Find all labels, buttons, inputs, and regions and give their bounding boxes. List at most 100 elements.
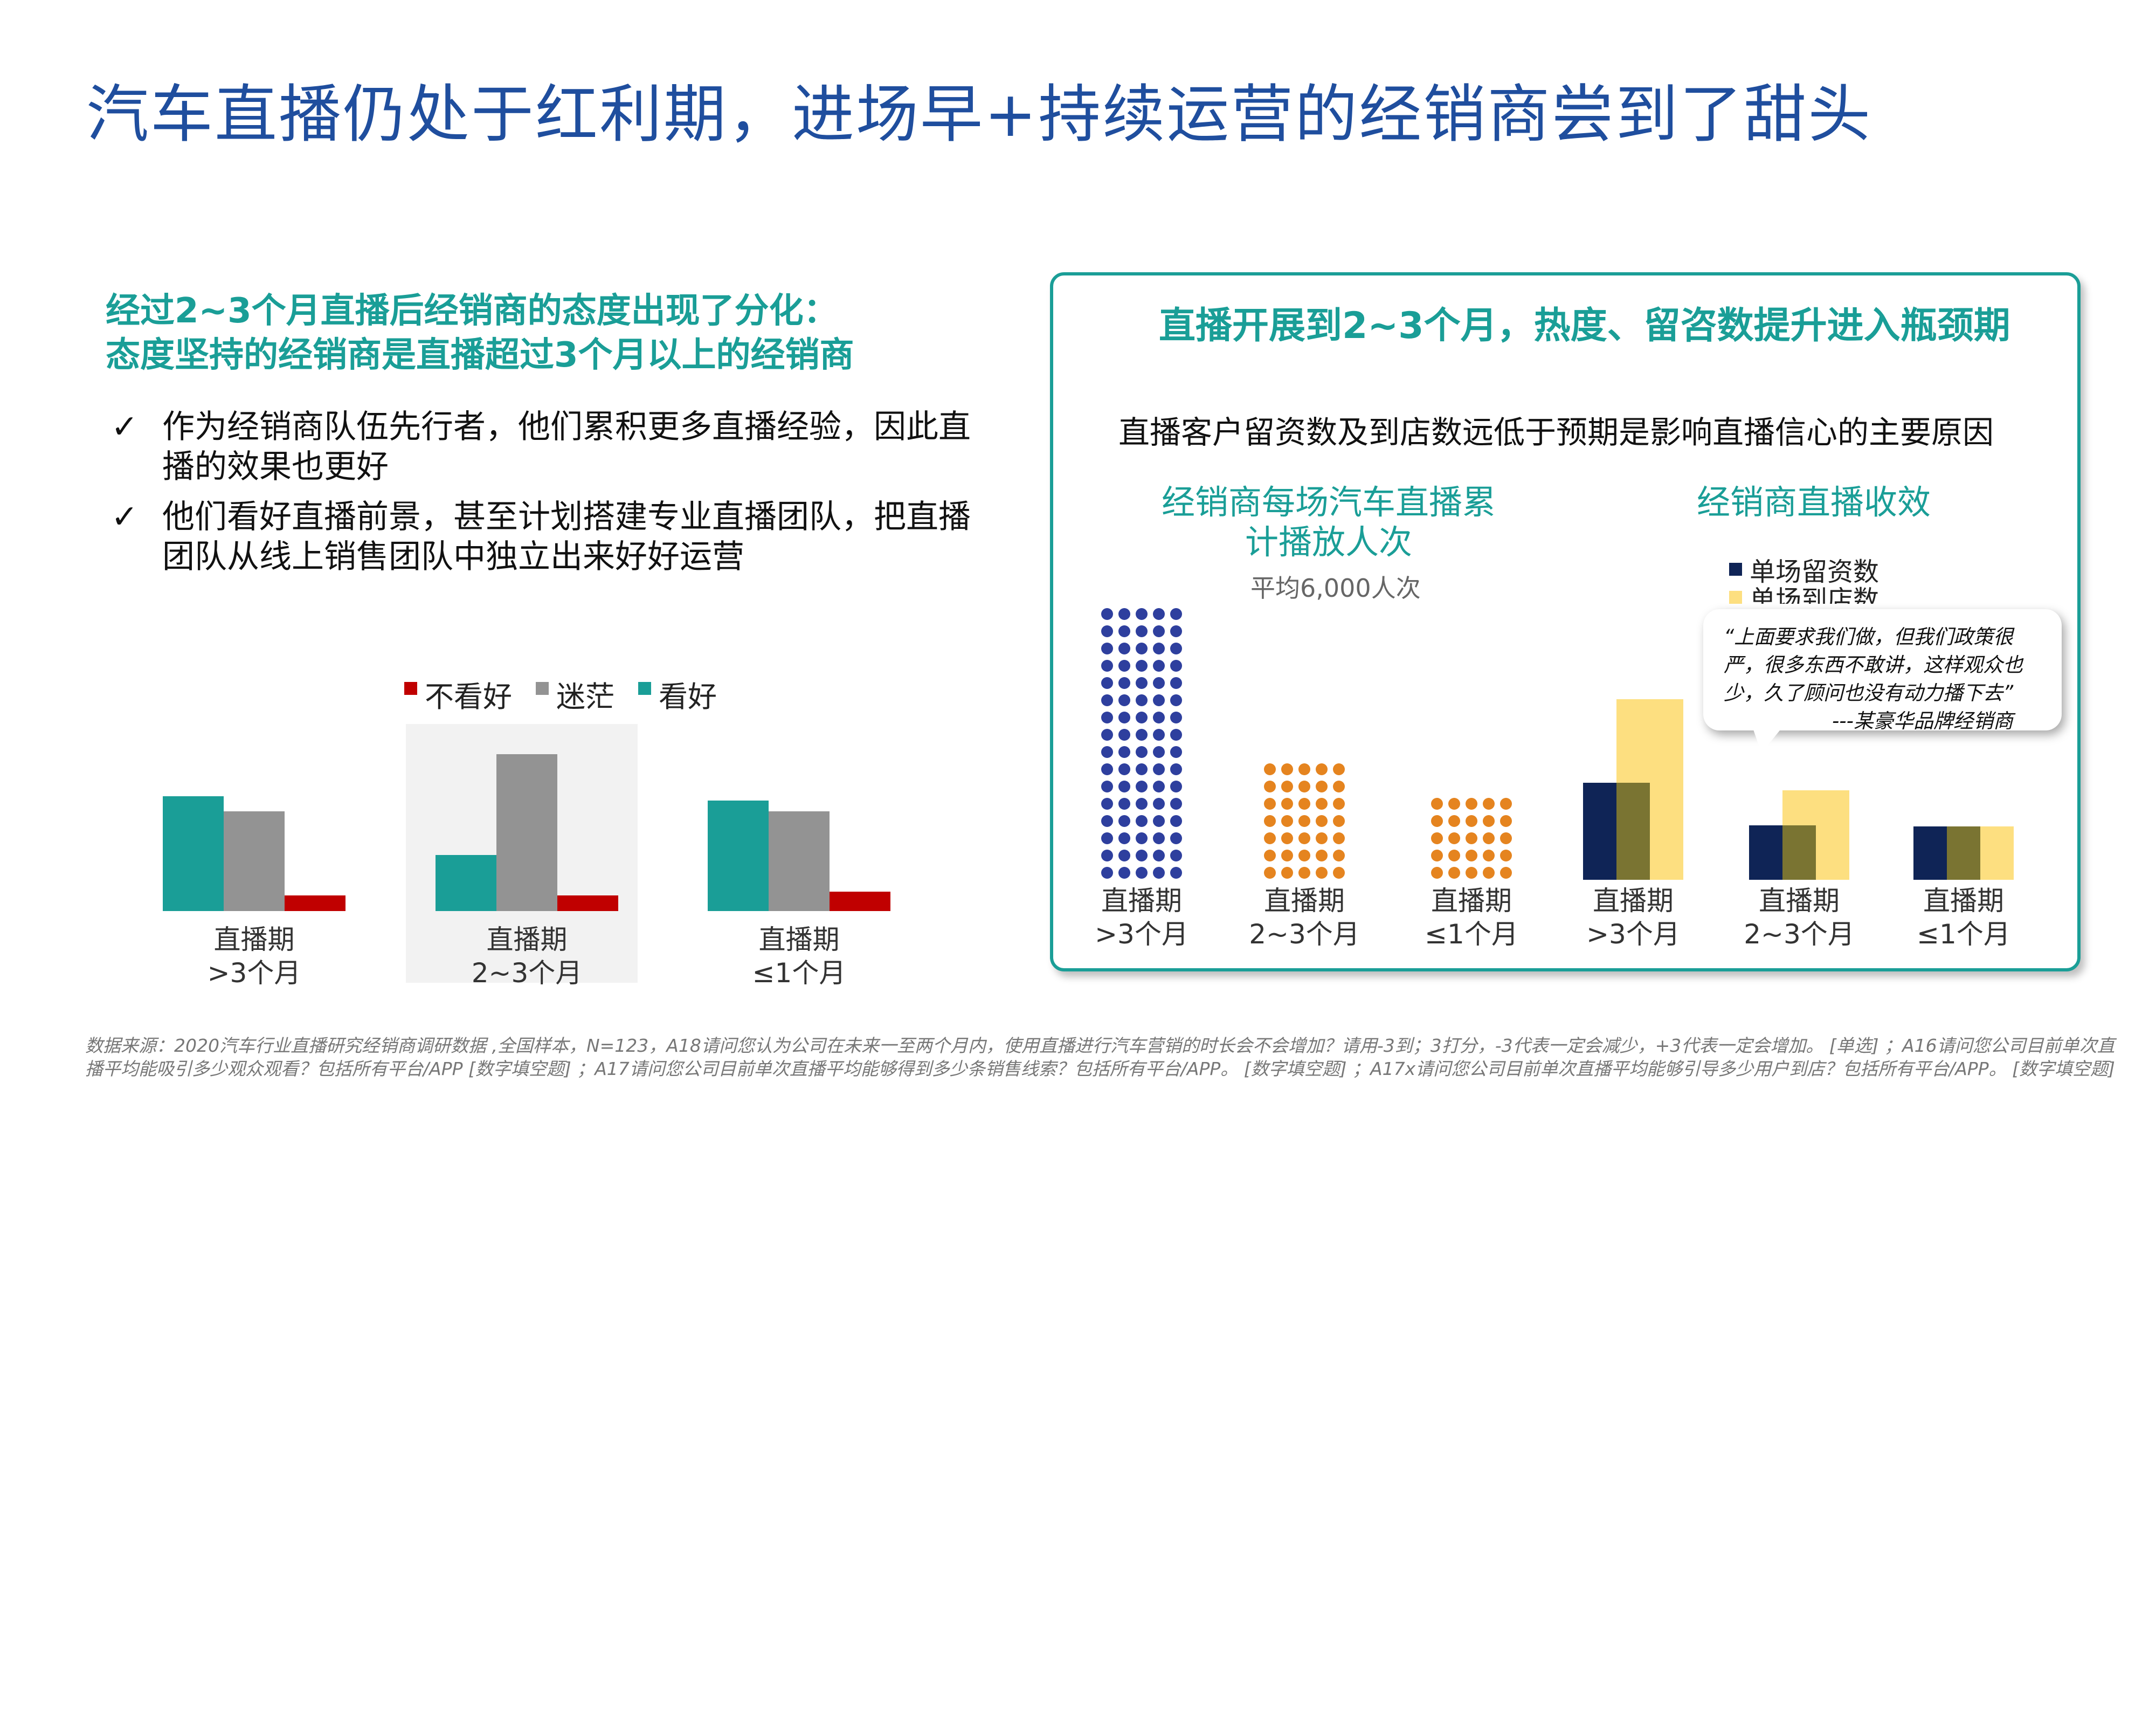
view-dot xyxy=(1170,815,1182,827)
view-dot xyxy=(1281,832,1293,844)
view-dot xyxy=(1170,729,1182,741)
view-dot xyxy=(1118,798,1130,810)
results-chart-title: 经销商直播收效 xyxy=(1696,482,1931,522)
view-dot xyxy=(1316,815,1328,827)
view-dot xyxy=(1118,677,1130,689)
view-dot xyxy=(1118,694,1130,706)
view-dot xyxy=(1153,729,1165,741)
view-dot xyxy=(1170,608,1182,620)
view-dot xyxy=(1101,712,1113,723)
view-dot xyxy=(1101,850,1113,861)
view-dot xyxy=(1136,815,1148,827)
view-dot xyxy=(1298,781,1310,792)
panel-title: 直播开展到2~3个月，热度、留咨数提升进入瓶颈期 xyxy=(1159,305,2010,347)
quote-source: ---某豪华品牌经销商 xyxy=(1832,709,2013,733)
bullet-text: 他们看好直播前景，甚至计划搭建专业直播团队，把直播团队从线上销售团队中独立出来好… xyxy=(162,498,971,576)
view-dot xyxy=(1101,643,1113,654)
view-dot xyxy=(1448,867,1460,879)
view-dot xyxy=(1153,608,1165,620)
view-dot xyxy=(1333,867,1345,879)
view-dot xyxy=(1316,850,1328,861)
view-dot xyxy=(1170,746,1182,758)
data-source-footnote: 数据来源：2020汽车行业直播研究经销商调研数据 ,全国样本，N=123，A18… xyxy=(85,1035,2115,1079)
view-dot xyxy=(1483,867,1495,879)
view-dot xyxy=(1101,798,1113,810)
view-dot xyxy=(1101,660,1113,672)
view-dot xyxy=(1136,712,1148,723)
view-dot xyxy=(1170,643,1182,654)
view-dot xyxy=(1153,677,1165,689)
view-dot xyxy=(1101,729,1113,741)
bar-overlap xyxy=(1947,826,1980,880)
view-dot xyxy=(1153,815,1165,827)
category-label: 直播期 ≤1个月 xyxy=(1917,885,2010,950)
legend-item: 看好 xyxy=(638,673,717,715)
view-dot xyxy=(1483,798,1495,810)
legend-label: 不看好 xyxy=(425,680,512,714)
views-pictogram-chart: 直播期 >3个月 直播期 2~3个月 直播期 ≤1个月 xyxy=(1095,608,1518,950)
view-dot xyxy=(1153,763,1165,775)
legend-item: 单场留资数 xyxy=(1729,555,1955,587)
view-dot xyxy=(1153,781,1165,792)
view-dot xyxy=(1118,643,1130,654)
legend-label: 看好 xyxy=(659,680,717,714)
view-dot xyxy=(1281,850,1293,861)
legend-label: 迷茫 xyxy=(556,680,614,714)
legend-item: 不看好 xyxy=(404,673,512,715)
bar-overlap xyxy=(1616,783,1650,880)
view-dot xyxy=(1333,798,1345,810)
view-dot xyxy=(1316,832,1328,844)
attitude-chart: 不看好 迷茫 看好 xyxy=(404,680,1267,1717)
view-dot xyxy=(1101,625,1113,637)
view-dot xyxy=(1298,832,1310,844)
view-dot xyxy=(1170,867,1182,879)
view-dot xyxy=(1153,625,1165,637)
view-dot xyxy=(1448,798,1460,810)
view-dot xyxy=(1316,763,1328,775)
view-dot xyxy=(1136,798,1148,810)
view-dot xyxy=(1136,660,1148,672)
view-dot xyxy=(1136,729,1148,741)
view-dot xyxy=(1153,850,1165,861)
view-dot xyxy=(1101,608,1113,620)
view-dot xyxy=(1136,746,1148,758)
panel-subtitle: 直播客户留资数及到店数远低于预期是影响直播信心的主要原因 xyxy=(1118,414,1994,451)
view-dot xyxy=(1500,867,1512,879)
view-dot xyxy=(1431,832,1443,844)
view-dot xyxy=(1298,798,1310,810)
bullet-item-1: ✓ 作为经销商队伍先行者，他们累积更多直播经验，因此直播的效果也更好 xyxy=(106,407,971,487)
view-dot xyxy=(1136,677,1148,689)
bullet-item-2: ✓ 他们看好直播前景，甚至计划搭建专业直播团队，把直播团队从线上销售团队中独立出… xyxy=(106,497,971,577)
category-label: 直播期 >3个月 xyxy=(1586,885,1680,950)
view-dot xyxy=(1333,832,1345,844)
view-dot xyxy=(1500,850,1512,861)
view-dot xyxy=(1101,746,1113,758)
view-dot xyxy=(1118,625,1130,637)
view-dot xyxy=(1101,763,1113,775)
view-dot xyxy=(1431,867,1443,879)
view-dot xyxy=(1264,867,1276,879)
view-dot xyxy=(1264,781,1276,792)
view-dot xyxy=(1101,677,1113,689)
view-dot xyxy=(1136,694,1148,706)
view-dot xyxy=(1466,815,1477,827)
view-dot xyxy=(1136,643,1148,654)
view-dot xyxy=(1101,694,1113,706)
bullet-text: 作为经销商队伍先行者，他们累积更多直播经验，因此直播的效果也更好 xyxy=(162,408,971,486)
view-dot xyxy=(1448,850,1460,861)
view-dot xyxy=(1153,746,1165,758)
view-dot xyxy=(1298,763,1310,775)
left-heading-line2: 态度坚持的经销商是直播超过3个月以上的经销商 xyxy=(106,335,854,375)
view-dot xyxy=(1466,798,1477,810)
view-dot xyxy=(1118,763,1130,775)
view-dot xyxy=(1483,815,1495,827)
view-dot xyxy=(1298,850,1310,861)
view-dot xyxy=(1298,867,1310,879)
view-dot xyxy=(1153,643,1165,654)
view-dot xyxy=(1153,660,1165,672)
view-dot xyxy=(1136,763,1148,775)
category-label: 直播期 2~3个月 xyxy=(1744,885,1855,950)
view-dot xyxy=(1281,781,1293,792)
legend-swatch xyxy=(536,681,549,695)
view-dot xyxy=(1170,798,1182,810)
